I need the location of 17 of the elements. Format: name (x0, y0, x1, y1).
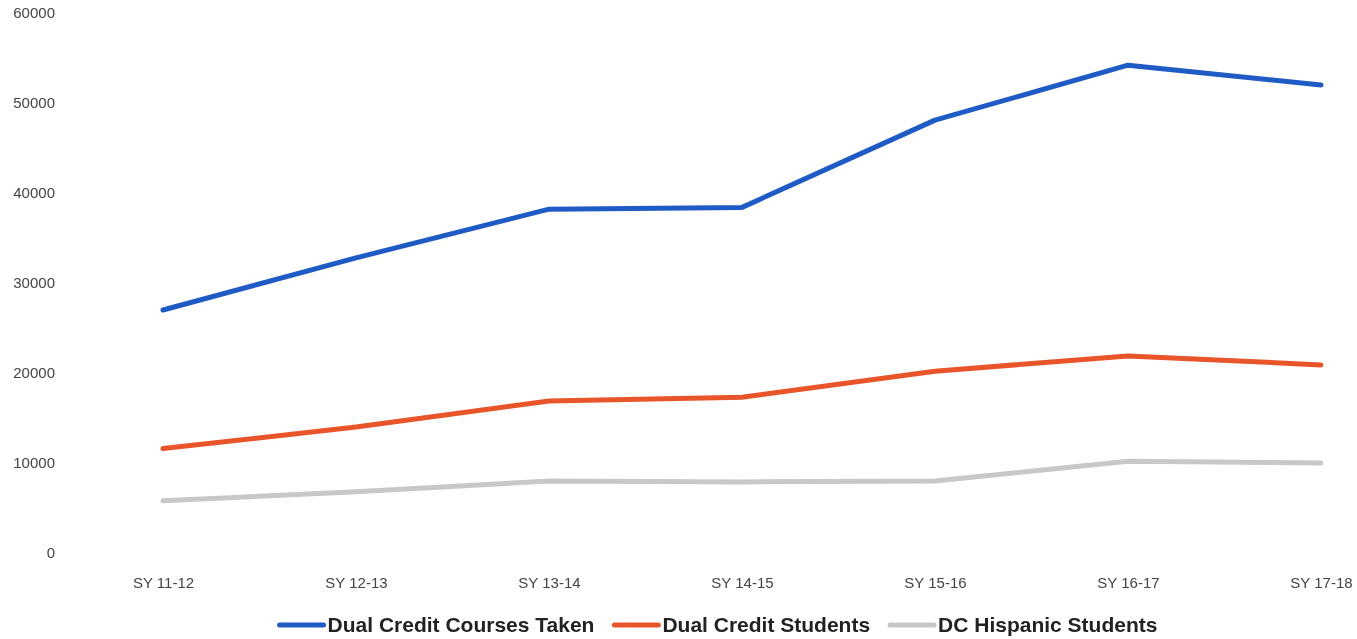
x-tick-label: SY 13-14 (518, 573, 581, 591)
x-tick-label: SY 12-13 (325, 573, 388, 591)
y-tick-label: 50000 (13, 94, 55, 112)
y-tick-label: 0 (46, 544, 55, 562)
y-tick-label: 10000 (13, 454, 55, 472)
x-tick-label: SY 11-12 (132, 573, 195, 591)
x-tick-label: SY 16-17 (1097, 573, 1160, 591)
y-tick-label: 30000 (13, 274, 55, 292)
x-tick-label: SY 14-15 (711, 573, 774, 591)
x-tick-label: SY 17-18 (1290, 573, 1353, 591)
y-tick-label: 40000 (13, 184, 55, 202)
legend-label: Dual Credit Courses Taken (327, 613, 595, 636)
legend-label: DC Hispanic Students (938, 613, 1158, 636)
x-tick-label: SY 15-16 (904, 573, 967, 591)
y-tick-label: 20000 (13, 364, 55, 382)
legend-label: Dual Credit Students (662, 613, 871, 636)
y-tick-label: 60000 (13, 4, 55, 22)
